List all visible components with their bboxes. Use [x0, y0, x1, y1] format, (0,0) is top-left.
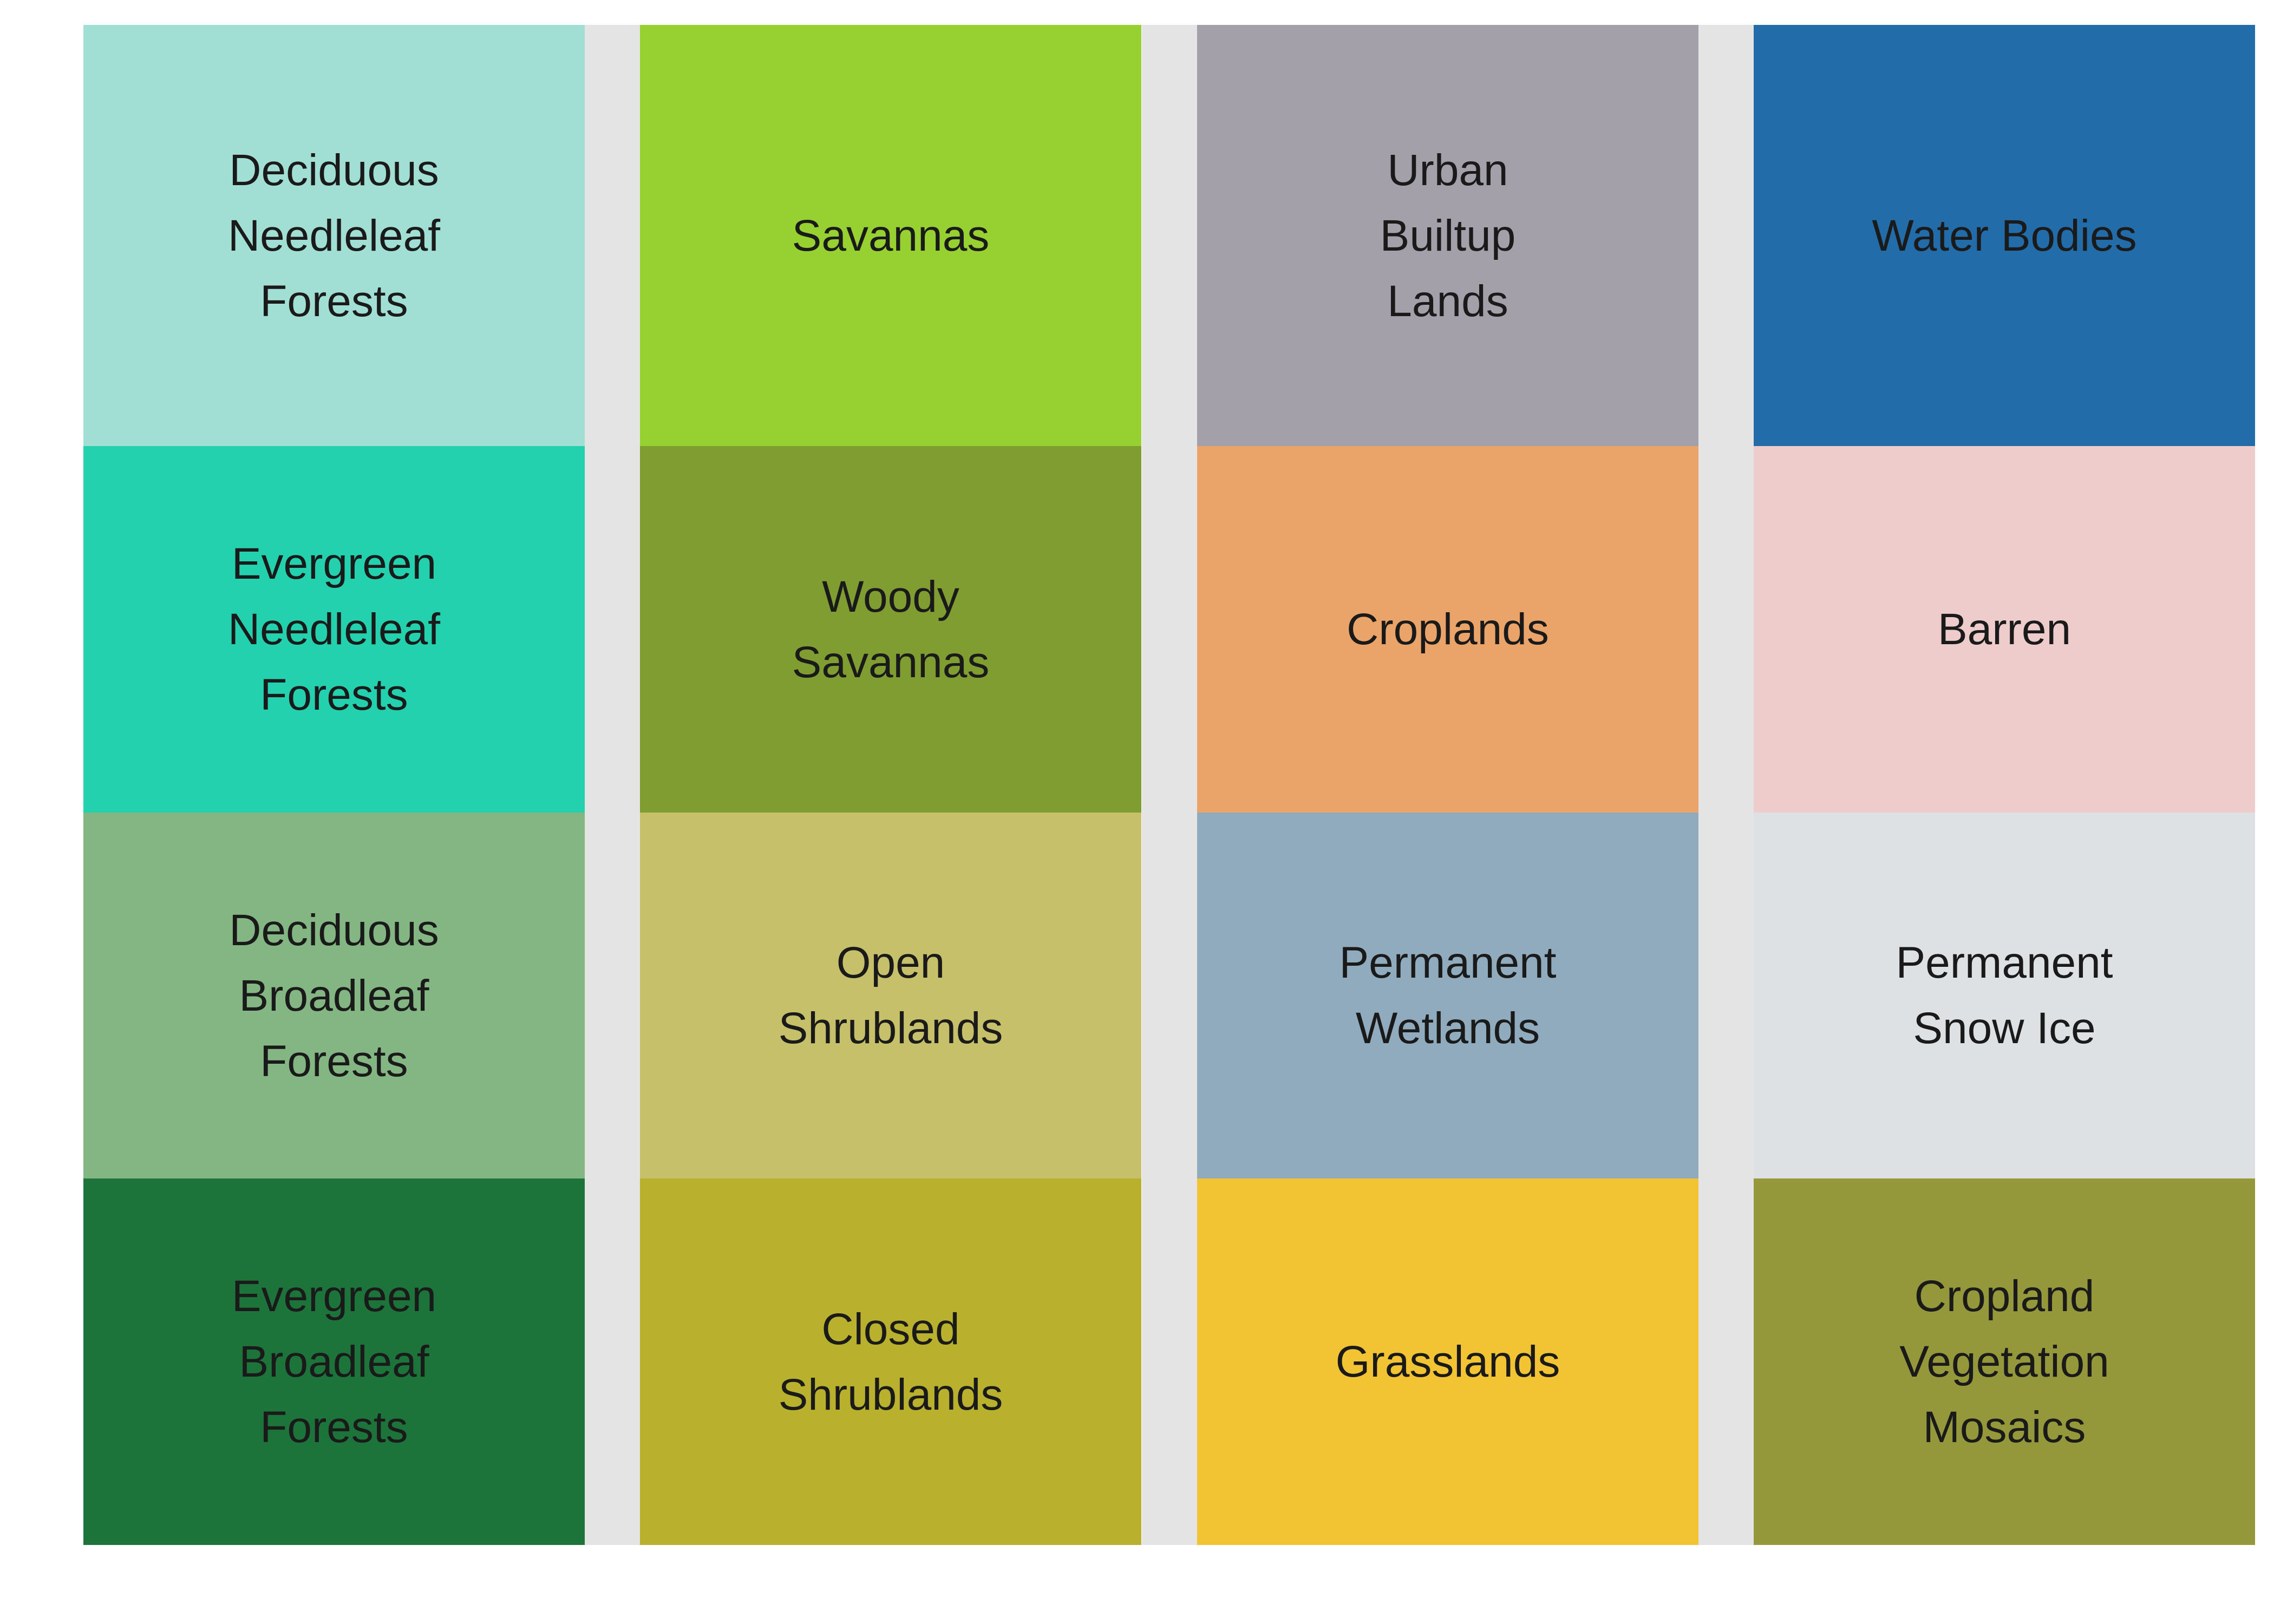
legend-label: Cropland Vegetation Mosaics: [1899, 1272, 2109, 1452]
legend-swatch: Permanent Wetlands: [1197, 813, 1698, 1178]
legend-label: Closed Shrublands: [778, 1304, 1003, 1419]
legend-label: Evergreen Needleleaf Forests: [227, 539, 441, 719]
column-gutter: [1142, 25, 1197, 1545]
legend-swatch: Woody Savannas: [640, 446, 1141, 813]
legend-swatch: Barren: [1754, 446, 2255, 813]
legend-swatch: Deciduous Needleleaf Forests: [83, 25, 585, 446]
legend-label: Grasslands: [1335, 1337, 1560, 1386]
legend-swatch: Evergreen Broadleaf Forests: [83, 1178, 585, 1545]
legend-label: Savannas: [792, 211, 990, 260]
legend-swatch: Evergreen Needleleaf Forests: [83, 446, 585, 813]
legend-swatch: Croplands: [1197, 446, 1698, 813]
legend-swatch: Urban Builtup Lands: [1197, 25, 1698, 446]
legend-swatch: Cropland Vegetation Mosaics: [1754, 1178, 2255, 1545]
legend-label: Permanent Snow Ice: [1896, 938, 2113, 1053]
legend-label: Urban Builtup Lands: [1380, 145, 1516, 326]
legend-label: Evergreen Broadleaf Forests: [231, 1272, 437, 1452]
legend-swatch: Water Bodies: [1754, 25, 2255, 446]
column-gutter: [585, 25, 640, 1545]
legend-label: Water Bodies: [1872, 211, 2137, 260]
legend-label: Barren: [1937, 605, 2072, 654]
column-gutter: [1698, 25, 1754, 1545]
legend-swatch: Closed Shrublands: [640, 1178, 1141, 1545]
legend-label: Croplands: [1347, 605, 1549, 654]
legend-label: Deciduous Broadleaf Forests: [229, 905, 439, 1086]
legend-label: Deciduous Needleleaf Forests: [227, 145, 441, 326]
legend-swatch: Savannas: [640, 25, 1141, 446]
legend-swatch: Permanent Snow Ice: [1754, 813, 2255, 1178]
legend-label: Woody Savannas: [792, 572, 990, 687]
legend-swatch: Deciduous Broadleaf Forests: [83, 813, 585, 1178]
legend-label: Permanent Wetlands: [1339, 938, 1557, 1053]
legend-swatch: Open Shrublands: [640, 813, 1141, 1178]
legend-label: Open Shrublands: [778, 938, 1003, 1053]
legend-swatch: Grasslands: [1197, 1178, 1698, 1545]
